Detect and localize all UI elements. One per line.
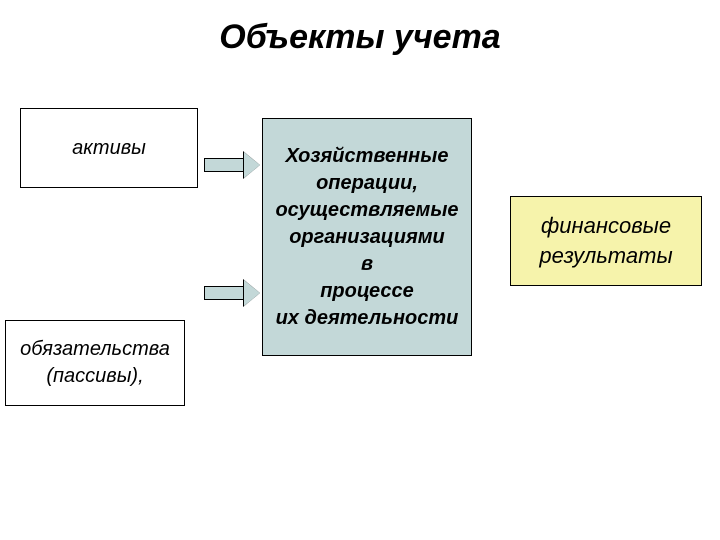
box-results-label: финансовые результаты [539,211,672,270]
arrow-head-icon [244,152,260,178]
arrow-head-icon [244,280,260,306]
box-assets: активы [20,108,198,188]
box-operations: Хозяйственные операции, осуществляемые о… [262,118,472,356]
arrow-shaft [204,286,244,300]
box-liabilities: обязательства (пассивы), [5,320,185,406]
box-results: финансовые результаты [510,196,702,286]
box-assets-label: активы [72,135,146,162]
page-title: Объекты учета [0,18,720,57]
arrow-shaft [204,158,244,172]
box-operations-label: Хозяйственные операции, осуществляемые о… [275,143,458,332]
box-liabilities-label: обязательства (пассивы), [20,336,170,390]
